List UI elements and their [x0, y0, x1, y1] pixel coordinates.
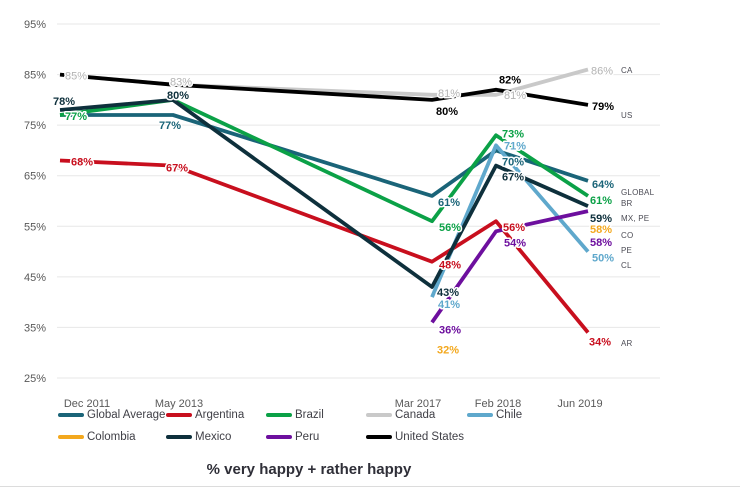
legend-item-canada: Canada — [366, 409, 435, 421]
data-label: 67% — [502, 172, 524, 184]
legend-item-argentina: Argentina — [166, 409, 244, 421]
legend-swatch — [166, 413, 192, 417]
legend-label: United States — [395, 431, 465, 443]
legend-item-global-average: Global Average — [58, 409, 165, 421]
data-label: 83% — [170, 77, 192, 89]
data-label: 82% — [499, 75, 521, 87]
series-line-argentina — [59, 158, 590, 334]
data-label: 71% — [504, 140, 526, 152]
x-axis-label: May 2013 — [155, 398, 203, 410]
legend-swatch — [467, 413, 493, 417]
y-axis-tick: 35% — [24, 322, 46, 334]
data-label: 70% — [502, 156, 524, 168]
series-line-peru — [430, 209, 589, 324]
bottom-divider — [0, 486, 740, 487]
series-end-abbr: CO — [621, 231, 633, 240]
legend-item-united-states: United States — [366, 431, 464, 443]
data-label: 48% — [439, 260, 461, 272]
data-label: 80% — [167, 90, 189, 102]
data-label: 34% — [589, 336, 611, 348]
series-end-abbr: GLOBAL — [621, 188, 655, 197]
y-axis-tick: 65% — [24, 171, 46, 183]
legend-swatch — [366, 413, 392, 417]
data-label: 59% — [590, 213, 612, 225]
x-axis-label: Jun 2019 — [557, 398, 602, 410]
legend-swatch — [166, 435, 192, 439]
y-axis-tick: 75% — [24, 120, 46, 132]
data-label: 67% — [166, 163, 188, 175]
legend-swatch — [58, 435, 84, 439]
legend-swatch — [266, 435, 292, 439]
data-label: 43% — [437, 287, 459, 299]
legend-label: Argentina — [195, 409, 245, 421]
x-axis-label: Feb 2018 — [475, 398, 521, 410]
legend-item-colombia: Colombia — [58, 431, 136, 443]
series-end-abbr: BR — [621, 199, 633, 208]
data-label: 85% — [65, 71, 87, 83]
legend-label: Chile — [496, 409, 523, 421]
legend-item-brazil: Brazil — [266, 409, 324, 421]
y-axis-tick: 45% — [24, 272, 46, 284]
x-axis-label: Mar 2017 — [395, 398, 441, 410]
data-label: 58% — [590, 237, 612, 249]
series-line-mexico — [59, 98, 589, 289]
legend: Global Average Argentina Brazil Canada Chile… — [58, 409, 658, 453]
legend-label: Mexico — [195, 431, 232, 443]
y-axis-tick: 55% — [24, 221, 46, 233]
data-label: 78% — [53, 96, 75, 108]
legend-label: Global Average — [87, 409, 166, 421]
series-line-united-states — [59, 72, 589, 107]
data-label: 61% — [590, 195, 612, 207]
data-label: 80% — [436, 106, 458, 118]
data-label: 36% — [439, 324, 461, 336]
legend-item-peru: Peru — [266, 431, 319, 443]
series-end-abbr: MX, PE — [621, 214, 649, 223]
legend-swatch — [58, 413, 84, 417]
data-label: 54% — [504, 237, 526, 249]
data-label: 61% — [438, 197, 460, 209]
data-label: 68% — [71, 157, 93, 169]
legend-label: Canada — [395, 409, 436, 421]
data-label: 50% — [592, 253, 614, 265]
data-label: 41% — [438, 299, 460, 311]
data-label: 81% — [504, 90, 526, 102]
data-label: 56% — [503, 222, 525, 234]
data-label: 58% — [590, 224, 612, 236]
data-label: 56% — [439, 222, 461, 234]
data-label: 64% — [592, 179, 614, 191]
legend-label: Colombia — [87, 431, 136, 443]
legend-label: Brazil — [295, 409, 324, 421]
series-end-abbr: CL — [621, 261, 632, 270]
data-label: 79% — [592, 101, 614, 113]
series-end-abbr: PE — [621, 246, 632, 255]
data-label: 77% — [159, 120, 181, 132]
legend-swatch — [266, 413, 292, 417]
legend-swatch — [366, 435, 392, 439]
data-label: 73% — [502, 128, 524, 140]
data-label: 81% — [438, 88, 460, 100]
y-axis-tick: 85% — [24, 70, 46, 82]
data-label: 86% — [591, 66, 613, 78]
x-axis-label: Dec 2011 — [64, 398, 110, 410]
y-axis-tick: 25% — [24, 373, 46, 385]
legend-label: Peru — [295, 431, 320, 443]
happiness-line-chart: 95% 85% 75% 65% 55% 45% 35% 25% Dec 2011 May 2013… — [24, 19, 660, 410]
series-end-abbr: CA — [621, 66, 633, 75]
data-label: 77% — [65, 111, 87, 123]
data-label: 32% — [437, 345, 459, 357]
series-line-global-average — [60, 113, 589, 198]
legend-item-chile: Chile — [467, 409, 522, 421]
series-end-abbr: US — [621, 111, 633, 120]
y-axis-tick: 95% — [24, 19, 46, 31]
chart-caption: % very happy + rather happy — [206, 461, 412, 478]
series-end-abbr: AR — [621, 339, 633, 348]
legend-item-mexico: Mexico — [166, 431, 231, 443]
